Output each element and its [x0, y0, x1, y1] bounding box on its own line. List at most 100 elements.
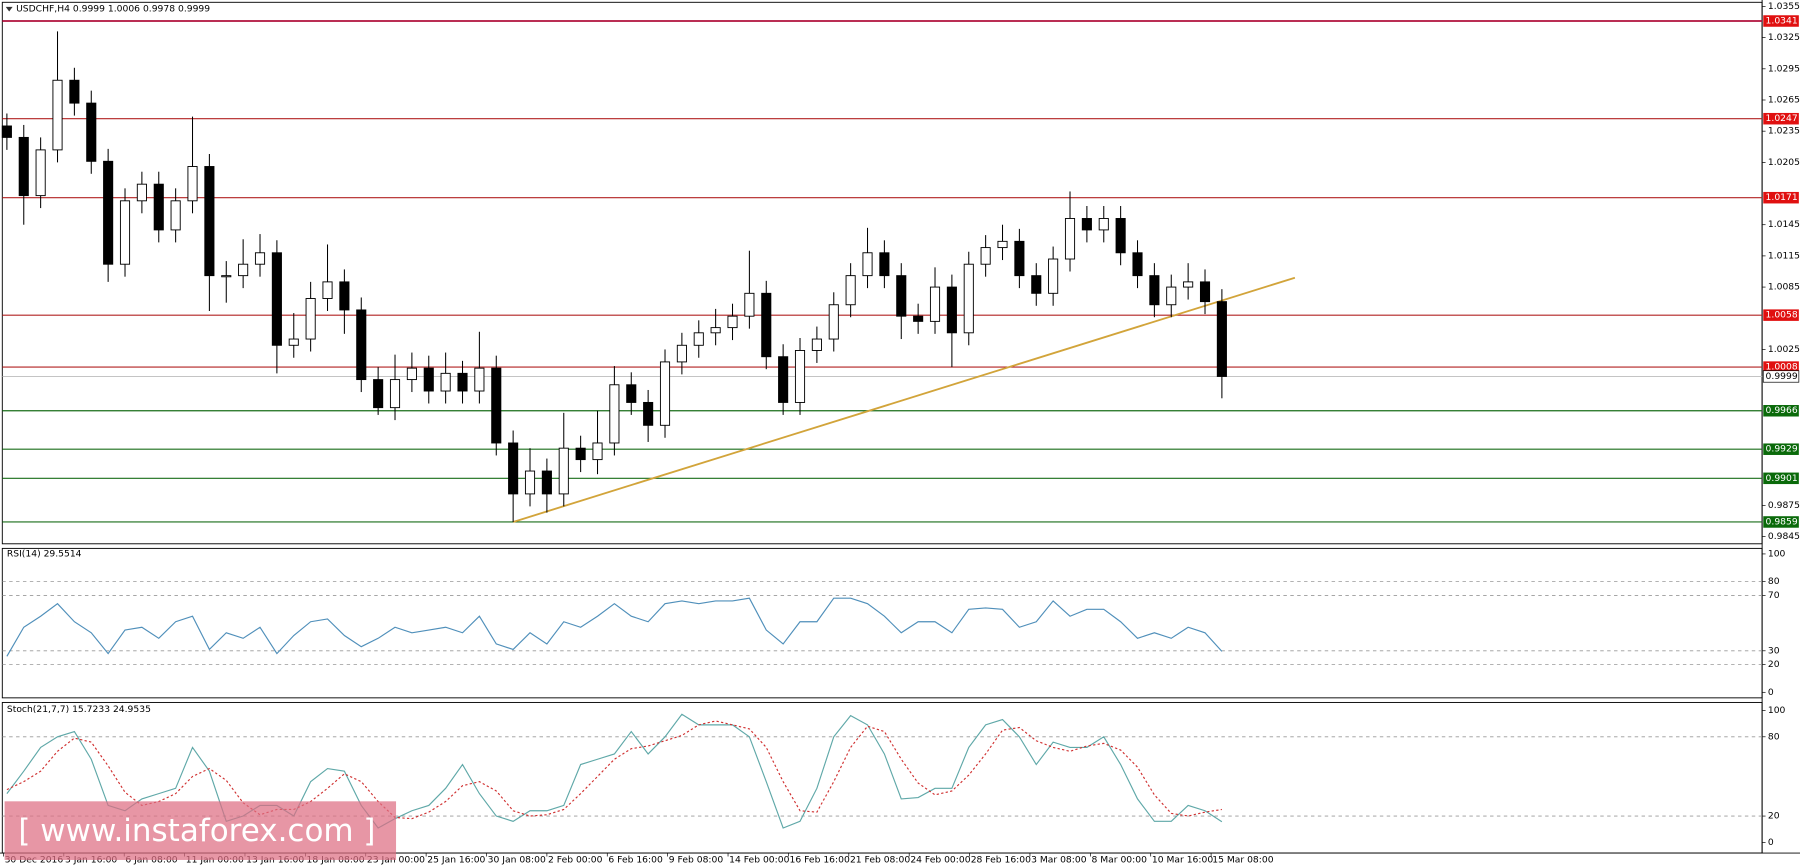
level-label: 1.0008: [1766, 362, 1798, 373]
current-price-box: [1762, 370, 1800, 383]
candle-body: [204, 166, 215, 277]
candle-body: [778, 356, 789, 403]
y-tick-label: 0: [1768, 687, 1774, 698]
y-tick-label: 1.0295: [1768, 63, 1800, 74]
y-tick-label: 1.0115: [1768, 250, 1800, 261]
candle-body: [187, 166, 198, 202]
candle-body: [1, 125, 12, 138]
candle-body: [946, 286, 957, 334]
candle-body: [153, 183, 164, 231]
candle-body: [1115, 218, 1126, 254]
x-tick-label: 10 Mar 16:00: [1152, 854, 1213, 865]
candle-body: [322, 281, 333, 299]
candle-body: [609, 384, 620, 444]
watermark: [ www.instaforex.com ]: [18, 813, 375, 849]
trendline: [512, 276, 1296, 523]
y-tick-label: 1.0145: [1768, 219, 1800, 230]
y-tick-label: 80: [1768, 576, 1780, 587]
y-tick-label: 20: [1768, 811, 1780, 822]
candle-body: [659, 361, 671, 426]
candle-body: [676, 344, 687, 363]
level-label-box: [1763, 15, 1799, 27]
candle-body: [423, 367, 434, 392]
candle-body: [541, 470, 552, 495]
level-label-box: [1763, 405, 1799, 417]
y-tick-label: 1.0085: [1768, 282, 1800, 293]
candle-body: [1064, 218, 1076, 260]
candle-body: [1031, 275, 1042, 294]
y-tick-label: 1.0205: [1768, 157, 1800, 168]
x-tick-label: 16 Feb 16:00: [790, 854, 850, 865]
y-tick-label: 1.0265: [1768, 94, 1800, 105]
y-tick-label: 0.9875: [1768, 500, 1800, 511]
level-label: 1.0341: [1766, 16, 1798, 27]
current-price-label: 0.9999: [1766, 371, 1798, 382]
candle-body: [1183, 281, 1194, 288]
level-label-box: [1763, 472, 1799, 485]
level-label-box: [1763, 191, 1799, 204]
x-tick-label: 6 Feb 16:00: [608, 854, 663, 865]
y-tick-label: 1.0235: [1768, 126, 1800, 137]
candle-body: [238, 263, 249, 277]
x-tick-label: 14 Feb 00:00: [729, 854, 789, 865]
candle-body: [52, 79, 63, 151]
candle-body: [744, 292, 755, 317]
candle-body: [1132, 252, 1143, 277]
y-tick-label: 30: [1768, 645, 1780, 656]
menu-arrow[interactable]: [5, 6, 13, 12]
x-tick-label: 28 Feb 16:00: [971, 854, 1031, 865]
candle-body: [997, 240, 1008, 249]
indicator-line: [6, 597, 1223, 657]
candle-body: [491, 367, 502, 444]
candle-body: [811, 338, 822, 351]
y-tick-label: 80: [1768, 731, 1780, 742]
candle-body: [761, 292, 772, 358]
candle-body: [1081, 218, 1092, 231]
candle-body: [524, 470, 536, 495]
candle-body: [221, 275, 232, 278]
level-label: 1.0171: [1766, 192, 1798, 203]
candle-body: [18, 136, 29, 197]
level-label: 0.9929: [1766, 444, 1798, 455]
rsi-title: RSI(14) 29.5514: [7, 549, 82, 560]
x-tick-label: 2 Feb 00:00: [548, 854, 603, 865]
watermark-box: [4, 801, 397, 860]
x-tick-label: 30 Jan 08:00: [488, 854, 546, 865]
y-tick-label: 1.0325: [1768, 32, 1800, 43]
x-tick-label: 21 Feb 08:00: [850, 854, 910, 865]
candle-body: [693, 332, 704, 346]
x-tick-label: 25 Jan 16:00: [427, 854, 485, 865]
level-label-box: [1763, 309, 1799, 321]
x-tick-label: 24 Feb 00:00: [910, 854, 970, 865]
candle-body: [845, 275, 856, 306]
candle-body: [373, 379, 384, 409]
candle-body: [1166, 286, 1177, 306]
candle-body: [710, 327, 721, 334]
y-tick-label: 0: [1768, 837, 1774, 848]
level-label-box: [1763, 443, 1799, 455]
candle-body: [558, 447, 569, 495]
x-tick-label: 9 Feb 08:00: [669, 854, 724, 865]
level-label: 0.9859: [1766, 516, 1798, 527]
stoch-title: Stoch(21,7,7) 15.7233 24.9535: [7, 704, 151, 715]
candle-body: [643, 401, 654, 426]
candle-body: [474, 367, 485, 392]
candle-body: [626, 384, 637, 403]
candle-body: [254, 252, 266, 265]
candle-body: [727, 315, 738, 329]
candle-body: [103, 160, 114, 265]
candle-body: [1216, 301, 1227, 377]
candle-body: [35, 149, 46, 197]
indicator-line: [6, 720, 1222, 820]
candle-body: [1149, 275, 1160, 306]
candle-body: [980, 247, 991, 265]
candle-body: [457, 372, 468, 392]
y-tick-label: 70: [1768, 590, 1780, 601]
x-tick-label: 8 Mar 00:00: [1091, 854, 1147, 865]
candle-body: [136, 183, 147, 202]
level-label-box: [1763, 112, 1799, 125]
candle-body: [913, 315, 924, 322]
